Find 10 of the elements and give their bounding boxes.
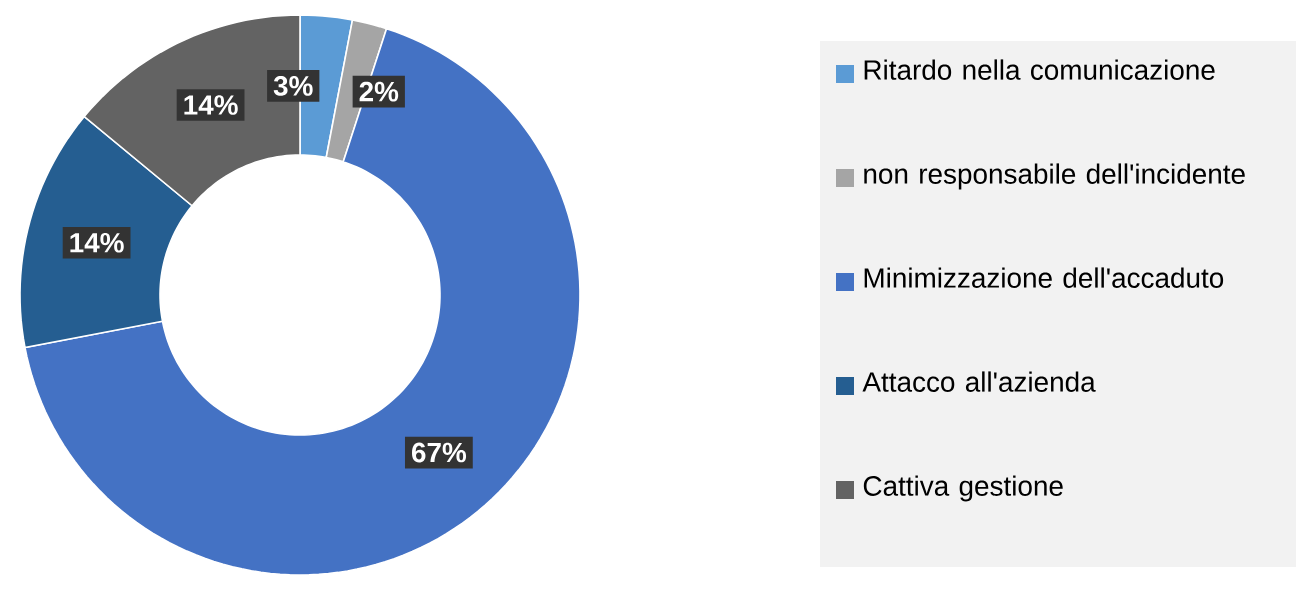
data-label: 3%: [273, 76, 313, 96]
data-label: 14%: [70, 232, 124, 253]
legend-label: Ritardo nella comunicazione: [864, 59, 1215, 80]
data-label: 14%: [184, 95, 238, 115]
legend-label: Minimizzazione dell'accaduto: [864, 267, 1224, 288]
legend-label: non responsabile dell'incidente: [864, 163, 1245, 190]
data-label: 2%: [359, 81, 399, 102]
data-label: 67%: [412, 442, 467, 463]
legend-label: Cattiva gestione: [863, 475, 1063, 502]
legend-label: Attacco all'azienda: [862, 371, 1096, 392]
